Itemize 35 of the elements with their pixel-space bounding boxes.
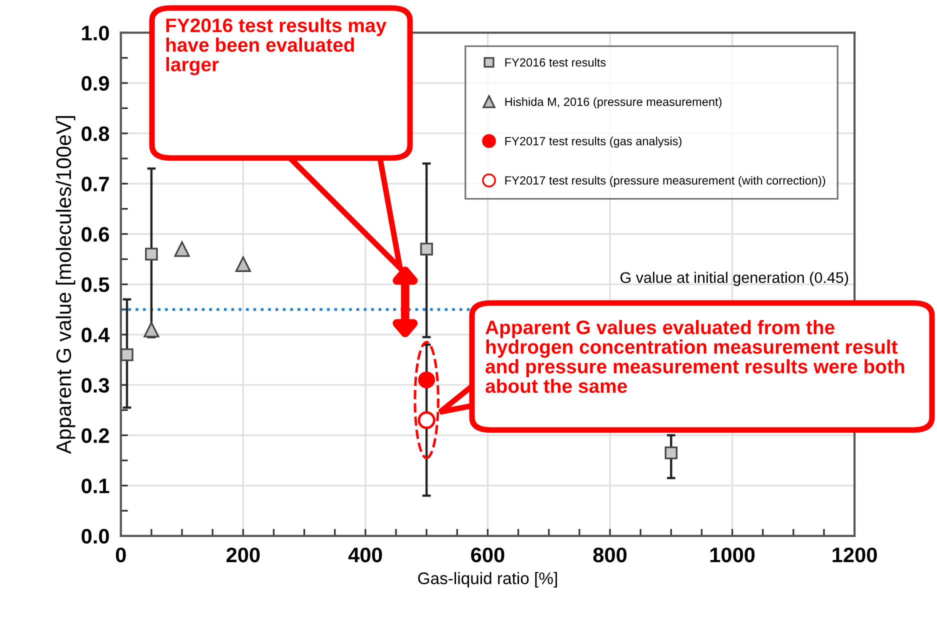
x-tick-label: 0 [116, 548, 126, 562]
x-tick-label: 1000 [710, 548, 755, 562]
point [120, 348, 134, 362]
legend-label: FY2017 test results (gas analysis) [505, 136, 682, 148]
legend-label: Hishida M, 2016 (pressure measurement) [505, 97, 722, 108]
point [418, 411, 436, 430]
x-axis-title: Gas-liquid ratio [%] [418, 572, 557, 588]
ref-line-label: G value at initial generation (0.45) [620, 272, 848, 286]
y-tick-label: 0.8 [82, 126, 110, 142]
x-tick-label: 600 [471, 548, 504, 562]
y-tick-label: 0.4 [82, 328, 110, 342]
point [145, 248, 158, 261]
point [174, 241, 190, 257]
annotation: Apparent G values evaluated from the hydrogen concentration measurement result and pressure measurement results were both about the same [485, 320, 904, 393]
legend-label: FY2016 test results [505, 58, 606, 67]
y-tick-label: 0.3 [82, 378, 110, 393]
y-tick-label: 1.0 [82, 26, 109, 40]
point [418, 371, 436, 388]
y-tick-label: 0.7 [82, 176, 109, 192]
y-tick-label: 0.6 [82, 226, 110, 242]
annotation: FY2016 test results may have been evaluated larger [166, 18, 386, 76]
y-tick-label: 0.1 [82, 478, 110, 494]
x-tick-label: 800 [593, 548, 627, 562]
point [664, 446, 678, 460]
y-tick-label: 0.0 [82, 528, 109, 544]
x-tick-label: 200 [226, 548, 260, 562]
y-tick-label: 0.9 [82, 76, 109, 91]
y-axis-title: Apparent G value [molecules/100eV] [56, 116, 76, 454]
point [235, 256, 251, 272]
y-tick-label: 0.2 [82, 428, 109, 444]
x-tick-label: 1200 [832, 548, 877, 562]
legend-label: FY2017 test results (pressure measurement (with correction)) [505, 176, 826, 187]
x-tick-label: 400 [348, 548, 382, 562]
point [420, 242, 433, 256]
y-tick-label: 0.5 [82, 277, 110, 292]
